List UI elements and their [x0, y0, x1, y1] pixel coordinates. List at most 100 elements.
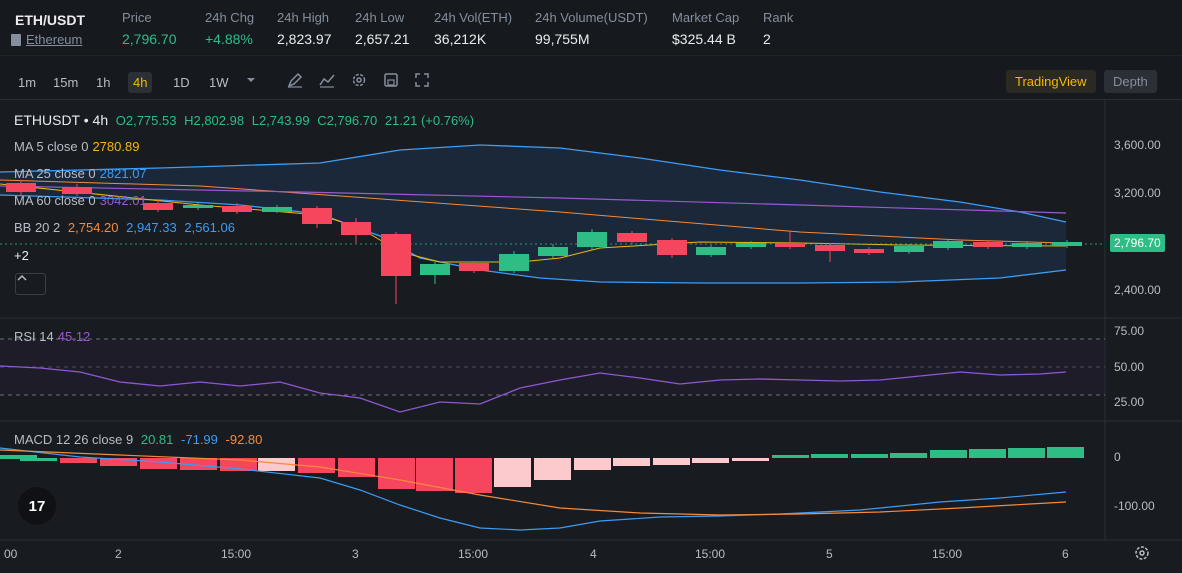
interval-15m[interactable]: 15m [53, 75, 79, 90]
stat-label: Market Cap [672, 10, 740, 25]
time-axis-label: 3 [352, 547, 359, 561]
pair-info[interactable]: Ethereum [11, 32, 82, 47]
legend-value: 20.81 [140, 432, 174, 447]
legend-value: 2821.07 [99, 166, 147, 181]
save-floppy-icon[interactable] [382, 71, 400, 89]
legend-value: 2780.89 [92, 139, 140, 154]
collapse-legend-button[interactable] [15, 273, 46, 295]
bb-legend: BB 20 2 2,754.20 2,947.33 2,561.06 [14, 220, 239, 235]
candle-body [657, 240, 687, 255]
candle-body [617, 233, 647, 242]
rsi-axis-label: 75.00 [1114, 324, 1145, 338]
interval-1h[interactable]: 1h [96, 75, 111, 90]
stat-label: 24h Volume(USDT) [535, 10, 648, 25]
macd-histogram-bar [534, 458, 571, 480]
current-price-badge: 2,796.70 [1110, 234, 1165, 252]
macd-histogram-bar [851, 454, 888, 458]
ma25-legend: MA 25 close 0 2821.07 [14, 166, 151, 181]
interval-1w[interactable]: 1W [209, 75, 229, 90]
macd-axis-label: -100.00 [1114, 499, 1155, 513]
macd-line [0, 447, 1067, 531]
indicator-chart-icon[interactable] [318, 71, 336, 89]
interval-1m[interactable]: 1m [18, 75, 37, 90]
fullscreen-expand-icon[interactable] [413, 71, 431, 89]
chart-area[interactable] [0, 100, 1182, 573]
price-axis-label: 3,600.00 [1114, 138, 1161, 152]
candle-body [459, 263, 489, 271]
macd-histogram-bar [180, 458, 217, 470]
legend-value: 45.12 [57, 329, 91, 344]
macd-histogram-bar [653, 458, 690, 465]
stat-value: 2 [763, 31, 771, 47]
stat-value: 2,796.70 [122, 31, 177, 47]
stat-24h-high: 24h High 2,823.97 [277, 10, 332, 47]
stat-24h-low: 24h Low 2,657.21 [355, 10, 410, 47]
stat-value: 99,755M [535, 31, 590, 47]
chart-settings-gear-icon[interactable] [1133, 544, 1151, 562]
rsi-axis-label: 25.00 [1114, 395, 1145, 409]
stat-24h-change: 24h Chg +4.88% [205, 10, 254, 47]
stat-value: 2,657.21 [355, 31, 410, 47]
legend-close: C2,796.70 [317, 113, 378, 128]
stat-label: Rank [763, 10, 794, 25]
time-axis-label: 15:00 [458, 547, 489, 561]
macd-histogram-bar [100, 458, 137, 466]
macd-histogram-bar [811, 454, 848, 458]
macd-histogram-bar [732, 458, 769, 461]
candle-body [538, 247, 568, 256]
depth-tab[interactable]: Depth [1104, 70, 1157, 93]
time-axis-label: 2 [115, 547, 122, 561]
macd-histogram-bar [455, 458, 492, 493]
document-icon [11, 33, 21, 46]
candle-body [341, 222, 371, 235]
legend-value: -71.99 [181, 432, 218, 447]
macd-histogram-bar [0, 455, 37, 459]
macd-histogram-bar [60, 458, 97, 463]
macd-histogram-bar [930, 450, 967, 458]
candle-body [143, 203, 173, 210]
pair-symbol[interactable]: ETH/USDT [15, 12, 85, 28]
macd-histogram-bar [692, 458, 729, 463]
coin-name-link[interactable]: Ethereum [26, 32, 83, 47]
legend-open: O2,775.53 [115, 113, 177, 128]
macd-legend: MACD 12 26 close 9 20.81 -71.99 -92.80 [14, 432, 266, 447]
candle-body [302, 208, 332, 224]
legend-label: MA 60 close 0 [14, 193, 96, 208]
legend-high: H2,802.98 [184, 113, 245, 128]
stat-24h-vol-eth: 24h Vol(ETH) 36,212K [434, 10, 512, 47]
more-intervals-chevron-icon[interactable] [242, 71, 260, 89]
candle-body [933, 241, 963, 248]
candle-body [183, 205, 213, 208]
macd-axis-label: 0 [1114, 450, 1121, 464]
legend-low: L2,743.99 [251, 113, 310, 128]
interval-1d[interactable]: 1D [173, 75, 190, 90]
candle-body [775, 243, 805, 247]
macd-histogram-bar [969, 449, 1006, 458]
candle-body [577, 232, 607, 247]
time-axis-label: 00 [4, 547, 18, 561]
candle-body [262, 207, 292, 212]
legend-label: MA 25 close 0 [14, 166, 96, 181]
candle-body [420, 264, 450, 275]
candle-body [894, 246, 924, 252]
macd-histogram-bar [416, 458, 453, 491]
time-axis-label: 6 [1062, 547, 1069, 561]
more-indicators-count[interactable]: +2 [14, 248, 29, 263]
stat-label: 24h Low [355, 10, 405, 25]
macd-histogram-bar [258, 458, 295, 471]
tradingview-tab[interactable]: TradingView [1006, 70, 1096, 93]
stat-market-cap: Market Cap $325.44 B [672, 10, 739, 47]
macd-histogram-bar [890, 453, 927, 458]
settings-gear-icon[interactable] [350, 71, 368, 89]
stat-value: +4.88% [205, 31, 253, 47]
legend-value: 2,561.06 [184, 220, 235, 235]
ma60-line [0, 185, 1067, 214]
candle-body [815, 245, 845, 251]
interval-4h[interactable]: 4h [128, 72, 153, 93]
macd-signal-line [0, 449, 1067, 516]
legend-value: -92.80 [225, 432, 263, 447]
draw-pencil-icon[interactable] [286, 71, 304, 89]
candle-body [62, 187, 92, 194]
stat-label: 24h High [277, 10, 330, 25]
